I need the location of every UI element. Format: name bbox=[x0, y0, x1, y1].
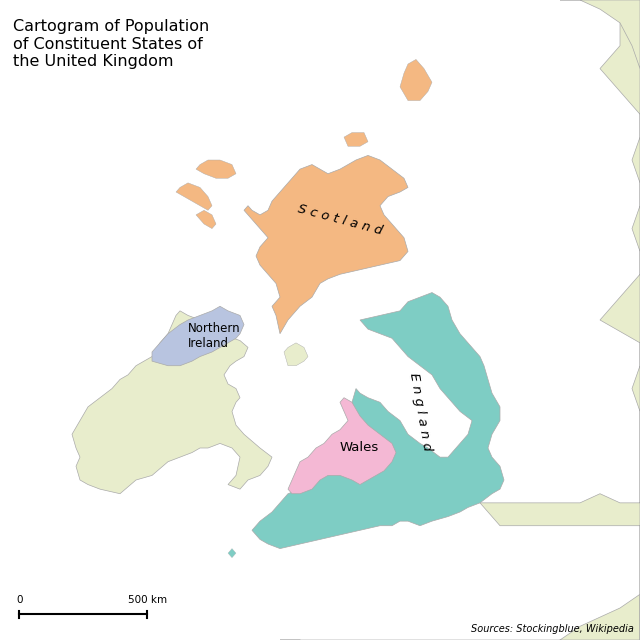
Text: Northern
Ireland: Northern Ireland bbox=[188, 322, 241, 350]
Polygon shape bbox=[280, 595, 640, 640]
Polygon shape bbox=[400, 60, 432, 100]
Text: 0: 0 bbox=[16, 595, 22, 605]
Text: Sources: Stockingblue, Wikipedia: Sources: Stockingblue, Wikipedia bbox=[471, 623, 634, 634]
Polygon shape bbox=[72, 311, 272, 493]
Polygon shape bbox=[244, 156, 408, 333]
Text: 500 km: 500 km bbox=[127, 595, 167, 605]
Polygon shape bbox=[252, 292, 504, 548]
Text: Wales: Wales bbox=[340, 442, 380, 454]
Text: S c o t l a n d: S c o t l a n d bbox=[296, 202, 384, 237]
Polygon shape bbox=[560, 0, 640, 68]
Polygon shape bbox=[196, 160, 236, 179]
Polygon shape bbox=[480, 0, 640, 640]
Polygon shape bbox=[288, 397, 396, 493]
Polygon shape bbox=[284, 343, 308, 365]
Polygon shape bbox=[176, 183, 212, 211]
Text: E n g l a n d: E n g l a n d bbox=[407, 371, 433, 451]
Polygon shape bbox=[228, 548, 236, 557]
Polygon shape bbox=[196, 211, 216, 228]
Text: Cartogram of Population
of Constituent States of
the United Kingdom: Cartogram of Population of Constituent S… bbox=[13, 19, 209, 69]
Polygon shape bbox=[152, 307, 244, 365]
Polygon shape bbox=[344, 132, 368, 147]
